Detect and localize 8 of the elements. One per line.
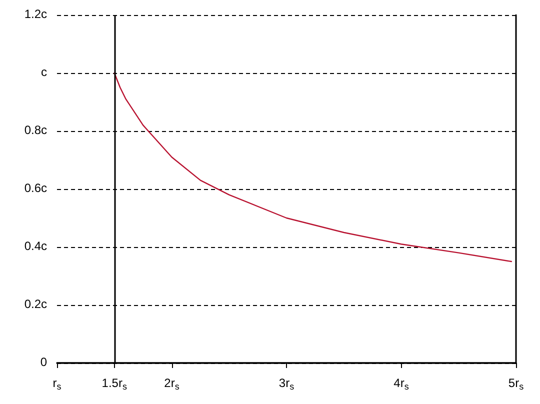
line-series <box>114 72 512 262</box>
y-tick-label: c <box>41 65 47 79</box>
y-tick-label: 0 <box>40 355 48 369</box>
y-tick-label: 0.8c <box>24 123 47 137</box>
y-tick-label: 0.4c <box>24 239 47 253</box>
y-tick-label: 1.2c <box>24 7 47 21</box>
y-tick-label: 0.2c <box>24 297 47 311</box>
y-tick-label: 0.6c <box>24 181 47 195</box>
